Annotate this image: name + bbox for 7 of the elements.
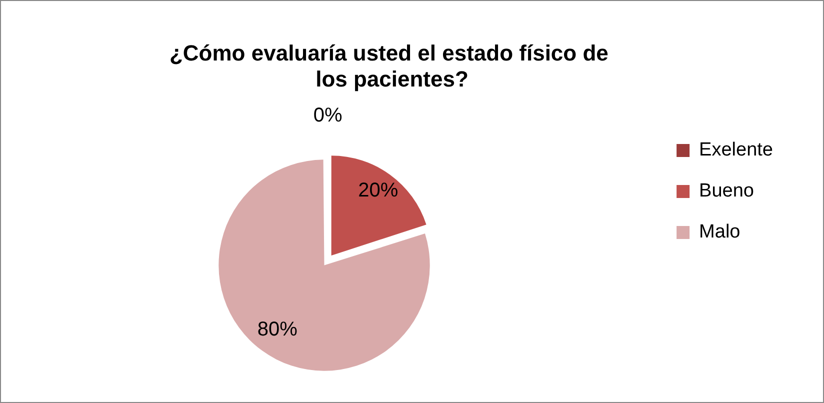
legend-label: Exelente [699,140,774,161]
legend-label: Bueno [699,180,754,202]
text: 0% [313,104,342,126]
data-label: 20% [358,180,398,202]
legend-label: Malo [699,222,740,243]
chart-title: ¿Cómo evaluaría usted el estado físico de los pacientes? [169,40,615,92]
data-label: 80% [257,318,298,340]
